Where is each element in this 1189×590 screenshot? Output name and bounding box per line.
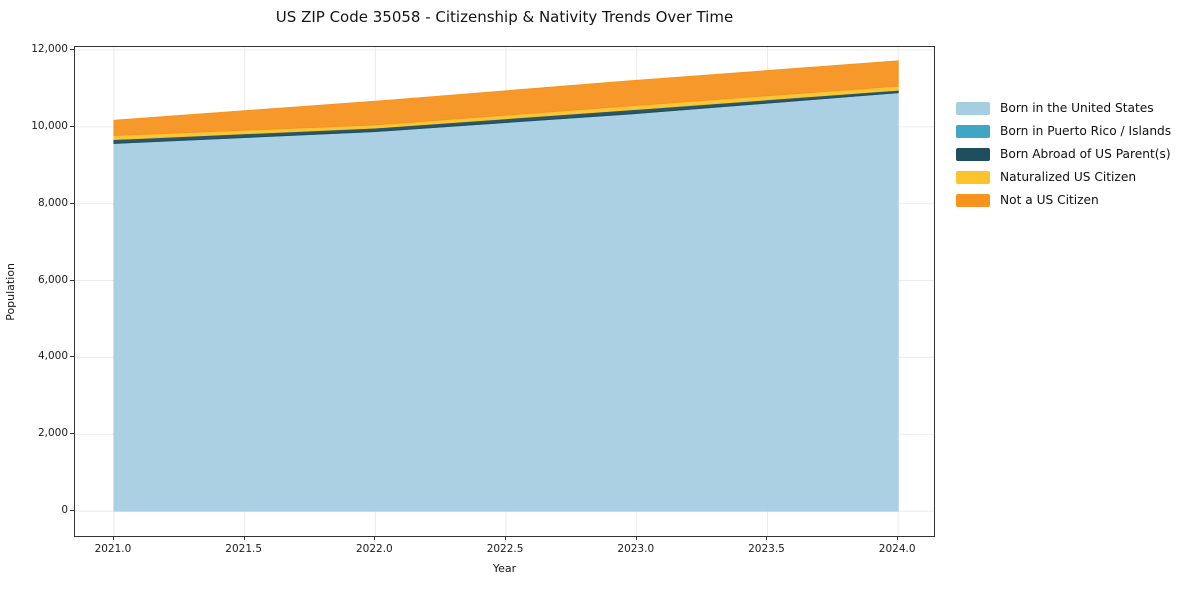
- legend-swatch: [956, 101, 990, 115]
- legend: Born in the United States Born in Puerto …: [956, 101, 1171, 216]
- legend-label: Born Abroad of US Parent(s): [1000, 147, 1171, 161]
- y-tick-mark: [70, 356, 74, 358]
- y-tick-mark: [70, 125, 74, 127]
- x-tick-mark: [635, 536, 637, 540]
- legend-item: Born in the United States: [956, 101, 1171, 115]
- x-tick-mark: [374, 536, 376, 540]
- legend-label: Not a US Citizen: [1000, 193, 1099, 207]
- legend-item: Naturalized US Citizen: [956, 170, 1171, 184]
- legend-label: Born in Puerto Rico / Islands: [1000, 124, 1172, 138]
- stacked-area-plot: [75, 47, 934, 536]
- x-tick-label: 2021.0: [94, 543, 132, 555]
- x-tick-label: 2023.5: [748, 543, 785, 555]
- y-tick-label: 4,000: [37, 350, 68, 363]
- x-tick-mark: [112, 536, 114, 540]
- area-series: [113, 92, 899, 512]
- y-tick-label: 10,000: [31, 119, 68, 132]
- plot-area: [74, 46, 935, 537]
- y-tick-mark: [70, 202, 74, 204]
- legend-swatch: [956, 170, 990, 184]
- legend-label: Born in the United States: [1000, 101, 1154, 115]
- y-tick-label: 6,000: [37, 273, 68, 286]
- legend-item: Not a US Citizen: [956, 193, 1171, 207]
- legend-swatch: [956, 147, 990, 161]
- x-tick-label: 2021.5: [225, 543, 263, 555]
- x-tick-label: 2024.0: [878, 543, 916, 555]
- legend-swatch: [956, 193, 990, 207]
- x-axis-label: Year: [492, 562, 517, 575]
- x-tick-mark: [766, 536, 768, 540]
- y-tick-label: 8,000: [37, 196, 68, 209]
- x-tick-label: 2022.5: [486, 543, 524, 555]
- legend-swatch: [956, 124, 990, 138]
- x-tick-label: 2023.0: [617, 543, 655, 555]
- y-axis-label: Population: [4, 262, 17, 321]
- x-tick-mark: [505, 536, 507, 540]
- area-series: [113, 60, 899, 137]
- legend-item: Born Abroad of US Parent(s): [956, 147, 1171, 161]
- y-tick-mark: [70, 48, 74, 50]
- y-tick-mark: [70, 510, 74, 512]
- y-tick-label: 2,000: [37, 427, 68, 440]
- x-tick-mark: [243, 536, 245, 540]
- legend-item: Born in Puerto Rico / Islands: [956, 124, 1171, 138]
- y-tick-label: 0: [61, 504, 68, 517]
- chart-title: US ZIP Code 35058 - Citizenship & Nativi…: [275, 8, 734, 26]
- x-tick-mark: [897, 536, 899, 540]
- x-tick-label: 2022.0: [355, 543, 393, 555]
- y-tick-mark: [70, 433, 74, 435]
- y-tick-label: 12,000: [31, 42, 68, 55]
- y-tick-mark: [70, 279, 74, 281]
- legend-label: Naturalized US Citizen: [1000, 170, 1137, 184]
